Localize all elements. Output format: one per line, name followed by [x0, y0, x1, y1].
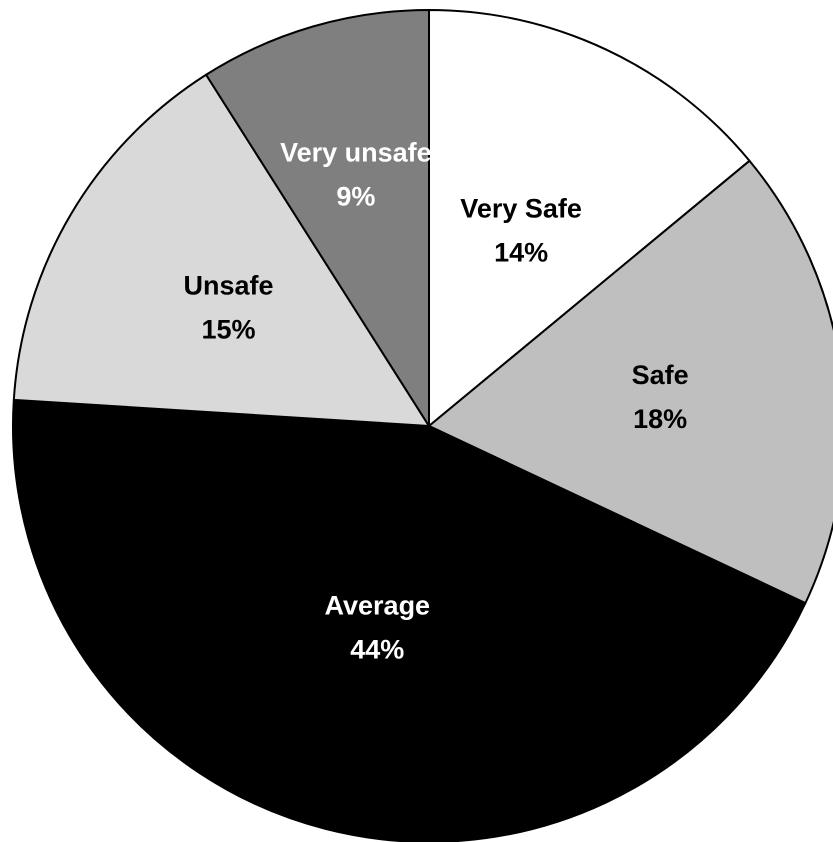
pie-slice-unsafe — [12, 73, 430, 427]
pie-label-name-average: Average — [325, 591, 431, 621]
pie-labels: Very Safe 14% Safe 18% Average 44% Unsafe 15% Ve… — [183, 137, 688, 664]
pie-slice-average — [12, 398, 807, 842]
pie-label-name-very-safe: Very Safe — [460, 193, 582, 223]
pie-label-value-safe: 18% — [633, 404, 687, 434]
pie-slice-very-unsafe — [205, 9, 430, 427]
pie-label-value-very-unsafe: 9% — [336, 181, 375, 211]
pie-label-name-very-unsafe: Very unsafe — [280, 137, 432, 167]
pie-label-value-very-safe: 14% — [494, 237, 548, 267]
pie-label-value-average: 44% — [350, 635, 404, 665]
pie-label-name-safe: Safe — [632, 360, 689, 390]
pie-slice-very-safe — [428, 9, 751, 427]
pie-label-value-unsafe: 15% — [201, 314, 255, 344]
pie-label-name-unsafe: Unsafe — [183, 270, 273, 300]
pie-slices — [12, 9, 833, 842]
pie-slice-safe — [428, 159, 833, 605]
